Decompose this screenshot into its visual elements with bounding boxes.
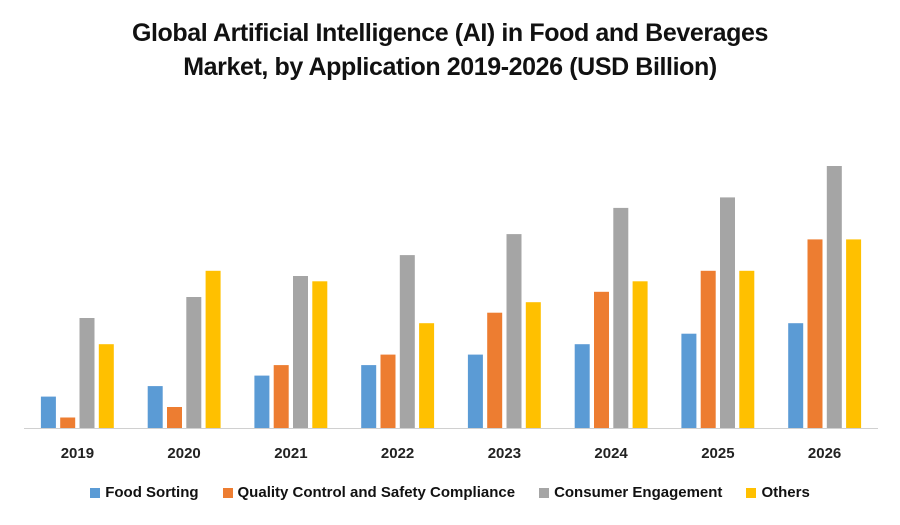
x-tick-label: 2024 — [594, 445, 628, 462]
bar-others-2021 — [312, 281, 328, 428]
bar-food-sorting-2022 — [361, 365, 377, 428]
bar-chart: 2019 2020 2021 2022 2023 2024 2025 2026 — [24, 166, 878, 462]
bar-quality-control-and-safety-compliance-2026 — [807, 239, 823, 428]
legend: Food Sorting Quality Control and Safety C… — [0, 484, 900, 501]
x-tick-label: 2023 — [488, 445, 521, 462]
bar-others-2020 — [205, 270, 221, 428]
bar-quality-control-and-safety-compliance-2021 — [273, 365, 289, 428]
bar-food-sorting-2024 — [574, 344, 590, 428]
bar-consumer-engagement-2025 — [720, 197, 735, 428]
x-tick-label: 2022 — [381, 445, 414, 462]
legend-label: Others — [761, 484, 810, 501]
chart-title-line-1: Global Artificial Intelligence (AI) in F… — [131, 19, 769, 47]
bar-quality-control-and-safety-compliance-2022 — [380, 354, 396, 428]
bar-others-2024 — [632, 281, 648, 428]
bar-quality-control-and-safety-compliance-2019 — [60, 417, 76, 428]
bar-quality-control-and-safety-compliance-2025 — [700, 270, 716, 428]
bar-consumer-engagement-2022 — [399, 255, 415, 428]
legend-item: Others — [746, 484, 810, 501]
bar-consumer-engagement-2024 — [613, 207, 629, 428]
x-tick-label: 2020 — [167, 445, 200, 462]
bar-quality-control-and-safety-compliance-2020 — [167, 407, 182, 428]
legend-swatch — [222, 487, 233, 498]
legend-swatch — [539, 487, 550, 498]
bar-others-2019 — [98, 344, 114, 428]
bar-consumer-engagement-2020 — [186, 297, 202, 428]
chart-title: Global Artificial Intelligence (AI) in F… — [0, 16, 900, 84]
bar-consumer-engagement-2023 — [506, 234, 522, 428]
legend-item: Food Sorting — [90, 484, 199, 501]
legend-swatch — [90, 487, 101, 498]
legend-item: Consumer Engagement — [539, 484, 722, 501]
bar-consumer-engagement-2026 — [826, 166, 842, 428]
legend-label: Consumer Engagement — [554, 484, 723, 501]
legend-label: Quality Control and Safety Compliance — [237, 484, 516, 501]
bar-others-2026 — [846, 239, 862, 428]
x-tick-label: 2026 — [808, 445, 841, 462]
bar-quality-control-and-safety-compliance-2023 — [487, 312, 503, 428]
bar-food-sorting-2020 — [147, 386, 163, 428]
bar-consumer-engagement-2019 — [79, 318, 95, 428]
x-tick-label: 2025 — [701, 445, 734, 462]
bar-food-sorting-2019 — [40, 396, 56, 428]
x-tick-label: 2021 — [274, 445, 307, 462]
x-tick-label: 2019 — [61, 445, 94, 462]
bar-others-2025 — [739, 270, 755, 428]
legend-label: Food Sorting — [105, 484, 199, 501]
legend-swatch — [746, 487, 757, 498]
chart-title-line-2: Market, by Application 2019-2026 (USD Bi… — [183, 53, 717, 81]
bar-others-2022 — [419, 323, 435, 428]
bar-consumer-engagement-2021 — [293, 276, 308, 428]
legend-item: Quality Control and Safety Compliance — [222, 484, 516, 501]
bar-food-sorting-2023 — [467, 354, 483, 428]
bar-food-sorting-2026 — [788, 323, 804, 428]
bar-quality-control-and-safety-compliance-2024 — [594, 291, 609, 428]
bar-food-sorting-2025 — [681, 333, 697, 428]
bar-others-2023 — [525, 302, 541, 428]
bar-food-sorting-2021 — [254, 375, 270, 428]
